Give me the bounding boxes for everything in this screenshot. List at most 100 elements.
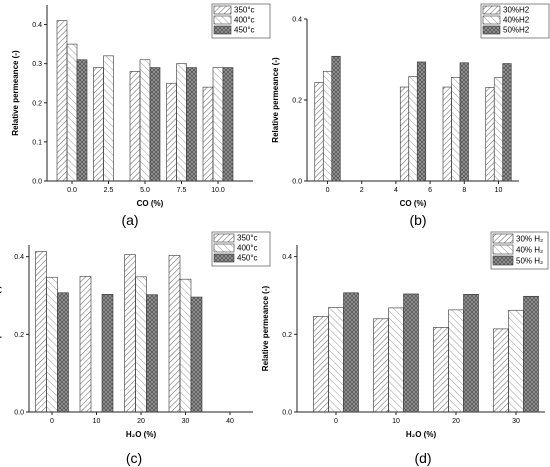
bar bbox=[485, 87, 495, 182]
panel-b-caption: (b) bbox=[409, 212, 426, 228]
x-tick-label: 10.0 bbox=[211, 187, 225, 194]
bar bbox=[139, 59, 151, 182]
legend-swatch bbox=[213, 15, 232, 25]
bar bbox=[222, 67, 234, 182]
y-tick-label: 0.4 bbox=[282, 254, 292, 261]
bar bbox=[493, 328, 509, 413]
bar bbox=[463, 294, 479, 413]
y-tick-label: 0.2 bbox=[292, 98, 302, 105]
y-tick-label: 0.4 bbox=[14, 254, 24, 261]
x-tick-label: 2.5 bbox=[104, 187, 114, 194]
y-tick-label: 0.0 bbox=[32, 179, 42, 186]
x-tick-label: 30 bbox=[182, 418, 190, 425]
y-axis-label: Relative permeance (-) bbox=[0, 285, 2, 371]
legend-swatch bbox=[492, 233, 514, 244]
y-tick-label: 0.0 bbox=[282, 410, 292, 417]
y-tick-label: 0.0 bbox=[292, 179, 302, 186]
bar bbox=[149, 67, 161, 182]
legend-swatch bbox=[213, 243, 235, 253]
x-axis-label: CO (%) bbox=[400, 199, 427, 208]
x-tick-label: 10 bbox=[495, 187, 503, 194]
legend-swatch bbox=[213, 253, 235, 263]
x-tick-label: 10 bbox=[93, 418, 101, 425]
x-tick-label: 0 bbox=[50, 418, 54, 425]
legend-entry: 50% H₂ bbox=[516, 257, 543, 266]
x-tick-label: 6 bbox=[428, 187, 432, 194]
bar bbox=[135, 276, 147, 413]
bar bbox=[322, 70, 333, 182]
y-tick-label: 0.2 bbox=[282, 332, 292, 339]
bar bbox=[57, 292, 69, 413]
legend-entry: 30% H₂ bbox=[516, 235, 543, 244]
x-tick-label: 0.0 bbox=[67, 187, 77, 194]
panel-b-chart: 0.0 0.2 0.4 Relative permeance (-) CO (%) 0 2 4… bbox=[271, 3, 550, 208]
legend-swatch bbox=[482, 25, 501, 35]
bar bbox=[202, 86, 214, 182]
x-tick-label: 30 bbox=[512, 418, 520, 425]
x-axis-label: CO (%) bbox=[137, 199, 164, 208]
x-tick-label: 4 bbox=[394, 187, 398, 194]
bar bbox=[442, 86, 452, 182]
bar bbox=[35, 251, 47, 413]
x-tick-label: 8 bbox=[462, 187, 466, 194]
legend-swatch bbox=[213, 5, 232, 15]
bar bbox=[103, 55, 114, 182]
bar bbox=[56, 20, 68, 182]
bar bbox=[448, 309, 464, 413]
bar bbox=[508, 309, 524, 413]
bar bbox=[66, 43, 78, 182]
panel-c-chart: 0.0 0.2 0.4 Relative permeance (-) H₂O (%) 0 1… bbox=[0, 231, 271, 439]
bar bbox=[79, 276, 92, 413]
y-tick-label: 0.0 bbox=[14, 410, 24, 417]
bar bbox=[502, 63, 512, 182]
panel-d-caption: (d) bbox=[414, 450, 431, 466]
legend-entry: 400°c bbox=[234, 16, 255, 25]
panel-a-chart: 0.0 0.1 0.2 0.3 0.4 Relative permeance (-) CO … bbox=[11, 3, 271, 208]
bar bbox=[93, 67, 104, 182]
panel-d-chart: 0.0 0.2 0.4 Relative permeance (-) H₂O (%) 0 1… bbox=[261, 231, 549, 439]
y-tick-label: 0.4 bbox=[292, 17, 302, 24]
legend-entry: 350°c bbox=[234, 6, 255, 15]
x-tick-label: 10 bbox=[392, 418, 400, 425]
bar bbox=[190, 296, 203, 413]
bar bbox=[46, 276, 58, 413]
legend-entry: 450°c bbox=[234, 26, 255, 35]
legend-entry: 350°c bbox=[237, 234, 258, 243]
x-tick-label: 5.0 bbox=[140, 187, 150, 194]
bar bbox=[314, 82, 324, 182]
bar bbox=[331, 55, 341, 182]
y-tick-label: 0.2 bbox=[14, 332, 24, 339]
bar bbox=[416, 61, 427, 182]
bar bbox=[373, 318, 389, 413]
bar bbox=[179, 278, 192, 413]
bar bbox=[124, 254, 136, 413]
x-tick-label: 0 bbox=[334, 418, 338, 425]
x-axis-label: H₂O (%) bbox=[126, 430, 157, 439]
bar bbox=[313, 316, 329, 413]
x-tick-label: 40 bbox=[226, 418, 234, 425]
legend-entry: 50%H2 bbox=[503, 26, 530, 35]
x-axis-label: H₂O (%) bbox=[406, 430, 437, 439]
bar bbox=[433, 327, 449, 413]
bar bbox=[399, 86, 410, 182]
x-tick-label: 7.5 bbox=[177, 187, 187, 194]
legend-swatch bbox=[482, 15, 501, 25]
y-axis-label: Relative permeance (-) bbox=[11, 50, 20, 136]
y-tick-label: 0.3 bbox=[32, 61, 42, 68]
bar bbox=[166, 82, 177, 182]
bar bbox=[328, 307, 344, 413]
bar bbox=[76, 59, 88, 182]
legend-swatch bbox=[213, 25, 232, 35]
legend-entry: 40%H2 bbox=[503, 16, 530, 25]
y-tick-label: 0.1 bbox=[32, 139, 42, 146]
legend-entry: 40% H₂ bbox=[516, 246, 543, 255]
x-tick-label: 2 bbox=[360, 187, 364, 194]
legend-entry: 450°c bbox=[237, 254, 258, 263]
legend-entry: 30%H2 bbox=[503, 6, 530, 15]
bar bbox=[408, 76, 418, 182]
bar bbox=[101, 294, 114, 413]
y-tick-label: 0.2 bbox=[32, 100, 42, 107]
